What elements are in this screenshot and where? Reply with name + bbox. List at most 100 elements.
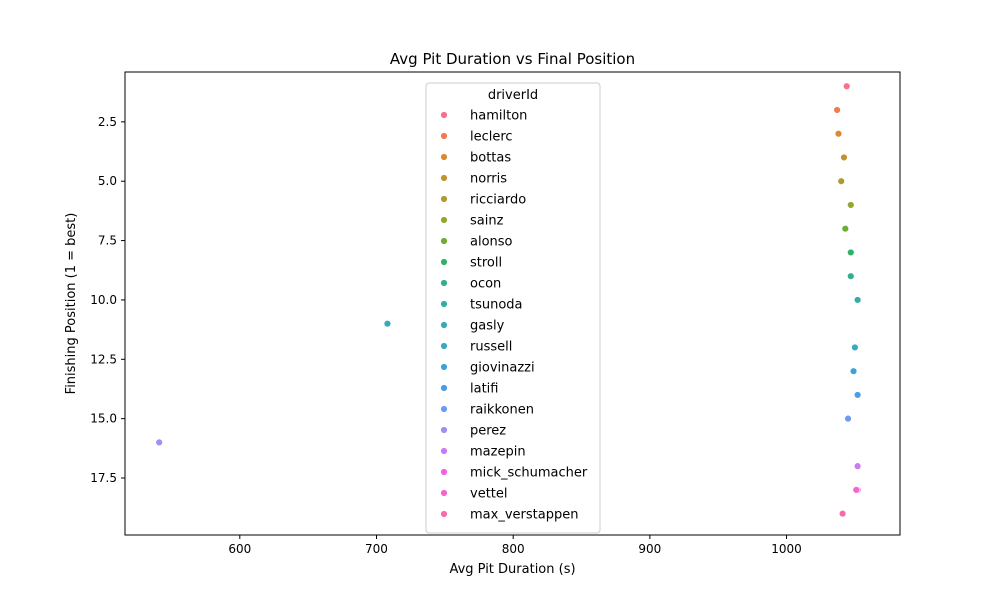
- x-axis-label: Avg Pit Duration (s): [449, 562, 575, 577]
- legend-label: max_verstappen: [470, 508, 578, 523]
- y-tick-label: 12.5: [90, 352, 117, 366]
- legend-label: raikkonen: [470, 403, 534, 418]
- legend-marker: [440, 384, 448, 392]
- data-point-gasly: [383, 319, 392, 328]
- legend-label: mick_schumacher: [470, 466, 588, 481]
- legend: driverId hamilton leclerc bottas norris ricc…: [425, 82, 601, 534]
- y-tick-label: 17.5: [90, 471, 117, 485]
- legend-item: bottas: [440, 151, 511, 166]
- data-point-sainz: [847, 201, 855, 209]
- y-tick-label: 5.0: [98, 174, 117, 188]
- legend-label: stroll: [470, 256, 502, 271]
- points-layer: [155, 82, 862, 518]
- legend-label: ocon: [470, 277, 501, 292]
- legend-label: sainz: [470, 214, 504, 229]
- legend-item: leclerc: [440, 130, 513, 145]
- legend-marker: [440, 447, 448, 455]
- legend-item: raikkonen: [440, 403, 534, 418]
- legend-marker: [440, 132, 448, 140]
- legend-marker: [440, 279, 448, 287]
- legend-item: hamilton: [440, 109, 527, 124]
- y-axis-label: Finishing Position (1 = best): [64, 213, 79, 395]
- legend-title: driverId: [488, 88, 538, 103]
- legend-item: norris: [440, 172, 507, 187]
- legend-marker: [440, 216, 448, 224]
- legend-label: norris: [470, 172, 507, 187]
- legend-label: russell: [470, 340, 512, 355]
- x-axis: 600 700 800 900 1000: [228, 535, 802, 556]
- y-axis: 2.5 5.0 7.5 10.0 12.5 15.0 17.5: [90, 115, 125, 485]
- legend-label: bottas: [470, 151, 511, 166]
- legend-marker: [440, 321, 448, 329]
- legend-label: latifi: [470, 382, 498, 397]
- y-tick-label: 2.5: [98, 115, 117, 129]
- legend-item: max_verstappen: [440, 508, 578, 523]
- legend-label: tsunoda: [470, 298, 523, 313]
- legend-item: sainz: [440, 214, 504, 229]
- legend-label: ricciardo: [470, 193, 526, 208]
- legend-item: giovinazzi: [440, 361, 535, 376]
- legend-marker: [440, 342, 448, 350]
- data-point-max-verstappen: [838, 509, 847, 518]
- legend-item: ocon: [440, 277, 501, 292]
- data-point-norris: [840, 153, 848, 162]
- plot-frame: [124, 71, 901, 536]
- legend-box: [425, 82, 601, 534]
- legend-items: hamilton leclerc bottas norris ricciardo sain…: [440, 109, 588, 523]
- chart-title: Avg Pit Duration vs Final Position: [390, 50, 635, 68]
- legend-item: stroll: [440, 256, 502, 271]
- legend-label: alonso: [470, 235, 513, 250]
- legend-marker: [440, 510, 448, 518]
- y-tick-label: 10.0: [90, 293, 117, 307]
- legend-marker: [440, 258, 448, 266]
- data-point-giovinazzi: [849, 367, 858, 375]
- legend-marker: [440, 195, 448, 203]
- legend-label: leclerc: [470, 130, 513, 145]
- data-point-hamilton: [842, 82, 851, 90]
- legend-item: vettel: [440, 487, 508, 502]
- legend-marker: [440, 426, 448, 434]
- x-tick-label: 900: [638, 542, 661, 556]
- data-point-perez: [155, 438, 163, 447]
- x-tick-label: 600: [228, 542, 251, 556]
- legend-label: gasly: [470, 319, 505, 334]
- x-tick-label: 800: [502, 542, 525, 556]
- x-tick-label: 700: [365, 542, 388, 556]
- legend-marker: [440, 111, 448, 119]
- legend-label: hamilton: [470, 109, 527, 124]
- legend-item: latifi: [440, 382, 498, 397]
- data-point-tsunoda: [853, 296, 862, 304]
- legend-item: russell: [440, 340, 512, 355]
- data-point-leclerc: [833, 106, 841, 114]
- legend-marker: [440, 468, 448, 476]
- data-point-latifi: [853, 391, 862, 399]
- data-point-mazepin: [853, 462, 862, 470]
- data-point-ocon: [847, 272, 855, 280]
- data-point-russell: [851, 343, 859, 352]
- legend-item: ricciardo: [440, 193, 526, 208]
- legend-item: tsunoda: [440, 298, 523, 313]
- legend-marker: [440, 489, 448, 497]
- data-point-alonso: [841, 225, 850, 233]
- y-tick-label: 7.5: [98, 234, 117, 248]
- legend-marker: [440, 300, 448, 308]
- data-point-bottas: [834, 130, 843, 138]
- data-point-ricciardo: [837, 177, 845, 185]
- legend-label: perez: [470, 424, 506, 439]
- data-point-vettel: [852, 486, 860, 494]
- legend-item: mick_schumacher: [440, 466, 588, 481]
- legend-item: perez: [440, 424, 506, 439]
- legend-label: giovinazzi: [470, 361, 535, 376]
- legend-marker: [440, 153, 448, 161]
- data-point-stroll: [847, 248, 855, 257]
- legend-label: vettel: [470, 487, 508, 502]
- legend-marker: [440, 174, 448, 182]
- legend-item: gasly: [440, 319, 505, 334]
- legend-marker: [440, 405, 448, 413]
- data-point-raikkonen: [844, 414, 852, 423]
- legend-item: alonso: [440, 235, 513, 250]
- y-tick-label: 15.0: [90, 412, 117, 426]
- legend-label: mazepin: [470, 445, 526, 460]
- legend-marker: [440, 363, 448, 371]
